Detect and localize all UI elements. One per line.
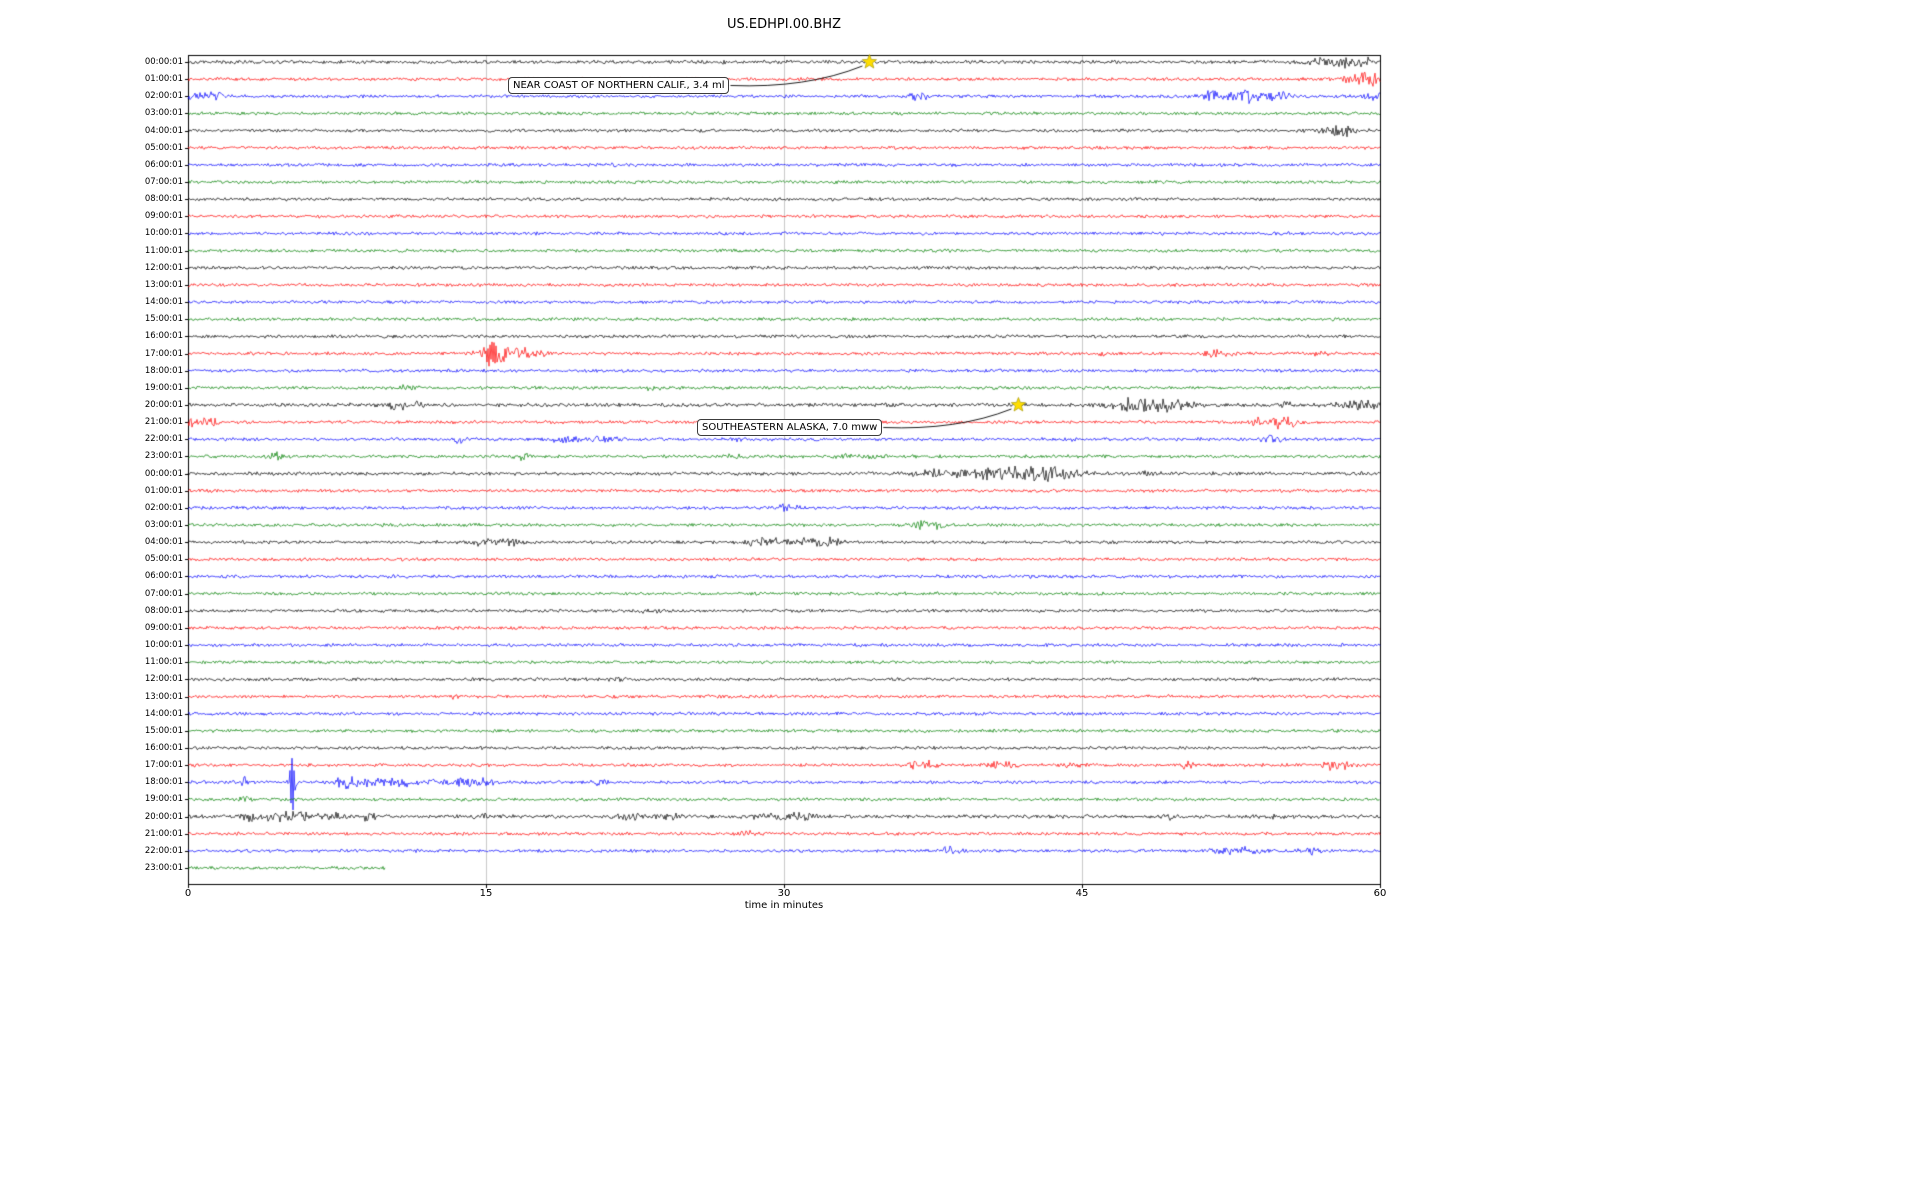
row-label: 10:00:01 (144, 228, 183, 239)
row-label: 01:00:01 (144, 74, 183, 85)
row-label: 18:00:01 (144, 777, 183, 788)
row-label: 16:00:01 (144, 742, 183, 753)
row-label: 22:00:01 (144, 434, 183, 445)
row-label: 06:00:01 (144, 159, 183, 170)
row-label: 22:00:01 (144, 845, 183, 856)
row-label: 06:00:01 (144, 571, 183, 582)
row-label: 03:00:01 (144, 108, 183, 119)
row-label: 00:00:01 (144, 57, 183, 67)
row-label: 07:00:01 (144, 588, 183, 599)
row-label: 21:00:01 (144, 828, 183, 839)
row-label: 00:00:01 (144, 468, 183, 479)
row-label: 15:00:01 (144, 314, 183, 325)
row-label: 20:00:01 (144, 811, 183, 822)
row-label: 20:00:01 (144, 399, 183, 410)
x-tick-label: 0 (184, 888, 192, 899)
row-label: 10:00:01 (144, 640, 183, 651)
row-label: 13:00:01 (144, 279, 183, 290)
row-label: 18:00:01 (144, 365, 183, 376)
row-label: 15:00:01 (144, 725, 183, 736)
row-label: 04:00:01 (144, 537, 183, 548)
x-tick-label: 30 (777, 888, 791, 899)
row-label: 19:00:01 (144, 794, 183, 805)
row-label: 08:00:01 (144, 194, 183, 205)
row-label: 07:00:01 (144, 177, 183, 188)
row-label: 08:00:01 (144, 605, 183, 616)
row-label: 13:00:01 (144, 691, 183, 702)
x-tick-label: 45 (1075, 888, 1089, 899)
row-label: 09:00:01 (144, 211, 183, 222)
chart-title: US.EDHPI.00.BHZ (727, 17, 841, 32)
row-label: 05:00:01 (144, 554, 183, 565)
row-label: 17:00:01 (144, 760, 183, 771)
row-label: 12:00:01 (144, 262, 183, 273)
row-label: 11:00:01 (144, 657, 183, 668)
row-label: 09:00:01 (144, 622, 183, 633)
row-label: 04:00:01 (144, 125, 183, 136)
x-tick-label: 60 (1373, 888, 1387, 899)
annotation-southeastern-alaska: SOUTHEASTERN ALASKA, 7.0 mww (697, 419, 883, 436)
x-axis-label: time in minutes (744, 900, 824, 911)
row-label: 02:00:01 (144, 91, 183, 102)
row-label: 11:00:01 (144, 245, 183, 256)
row-label: 16:00:01 (144, 331, 183, 342)
row-label: 19:00:01 (144, 382, 183, 393)
row-label: 05:00:01 (144, 142, 183, 153)
row-label: 23:00:01 (144, 451, 183, 462)
row-label: 14:00:01 (144, 708, 183, 719)
x-tick-label: 15 (479, 888, 493, 899)
row-label: 14:00:01 (144, 297, 183, 308)
row-label: 02:00:01 (144, 502, 183, 513)
row-label: 12:00:01 (144, 674, 183, 685)
row-label: 21:00:01 (144, 417, 183, 428)
row-label: 03:00:01 (144, 520, 183, 531)
row-label: 01:00:01 (144, 485, 183, 496)
row-label: 17:00:01 (144, 348, 183, 359)
row-label: 23:00:01 (144, 863, 183, 873)
annotation-near-coast-of-northern-calif: NEAR COAST OF NORTHERN CALIF., 3.4 ml (508, 77, 730, 94)
